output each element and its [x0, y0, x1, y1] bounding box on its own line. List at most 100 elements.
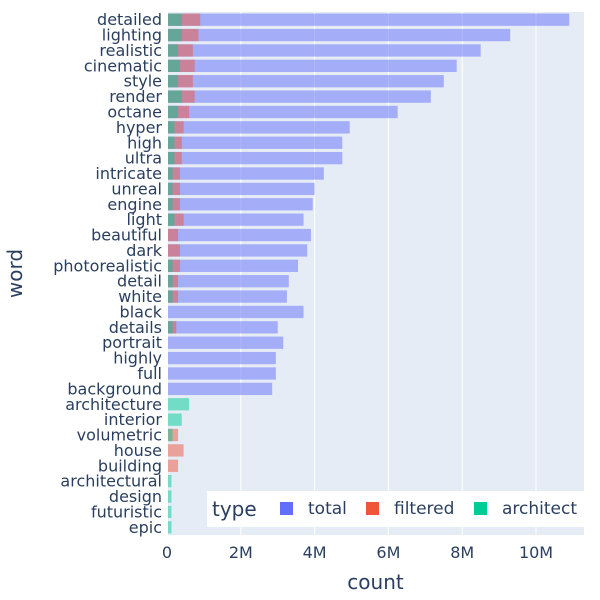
y-tick-label-house: house	[114, 441, 162, 460]
y-tick-label-lighting: lighting	[102, 26, 162, 45]
y-tick-label-light: light	[127, 210, 162, 229]
bar-architect-realistic	[167, 44, 179, 57]
y-tick-label-detail: detail	[117, 272, 162, 291]
legend-item-total[interactable]: total	[280, 499, 347, 519]
bar-architect-interior	[167, 413, 182, 426]
y-tick-label-photorealistic: photorealistic	[53, 256, 162, 275]
bar-architect-ultra	[167, 151, 175, 165]
bar-total-style	[167, 75, 444, 88]
bar-total-ultra	[167, 151, 343, 165]
bar-total-engine	[167, 198, 313, 211]
y-tick-label-realistic: realistic	[99, 41, 162, 60]
x-tick-label-6M: 6M	[376, 543, 400, 562]
y-tick-label-ultra: ultra	[125, 149, 162, 168]
y-tick-label-unreal: unreal	[111, 179, 162, 198]
y-tick-label-background: background	[67, 379, 162, 398]
x-tick-label-2M: 2M	[229, 543, 253, 562]
y-axis-title: word	[3, 249, 27, 298]
y-tick-label-volumetric: volumetric	[77, 426, 162, 445]
y-tick-label-octane: octane	[107, 102, 162, 121]
bar-total-realistic	[167, 44, 481, 57]
y-tick-label-epic: epic	[129, 518, 162, 537]
bar-architect-style	[167, 75, 179, 88]
bar-total-white	[167, 290, 287, 303]
y-tick-label-intricate: intricate	[95, 164, 162, 183]
y-tick-label-high: high	[127, 133, 162, 152]
y-tick-label-highly: highly	[113, 349, 162, 368]
bar-architect-unreal	[167, 182, 173, 196]
legend-swatch-total	[280, 502, 293, 515]
bar-architect-render	[167, 90, 182, 103]
bar-filtered-building	[167, 459, 179, 472]
legend-box	[207, 491, 585, 527]
y-tick-label-detailed: detailed	[97, 10, 162, 29]
bar-total-black	[167, 305, 304, 319]
series-architect	[167, 13, 190, 534]
y-tick-label-futuristic: futuristic	[91, 502, 162, 521]
bar-total-intricate	[167, 167, 324, 180]
bar-architect-intricate	[167, 167, 173, 180]
bar-architect-hyper	[167, 121, 175, 134]
bar-total-details	[167, 321, 278, 334]
bar-total-render	[167, 90, 431, 103]
bar-filtered-dark	[167, 244, 180, 257]
bar-architect-details	[167, 321, 173, 334]
bar-architect-lighting	[167, 28, 182, 42]
y-tick-label-white: white	[118, 287, 162, 306]
legend-item-filtered[interactable]: filtered	[366, 499, 454, 519]
y-tick-label-beautiful: beautiful	[91, 226, 162, 245]
bar-total-lighting	[167, 28, 511, 42]
legend-item-architect[interactable]: architect	[474, 499, 577, 519]
bar-total-high	[167, 136, 343, 149]
bar-architect-photorealistic	[167, 259, 173, 272]
bar-architect-architectural	[167, 475, 172, 488]
x-tick-labels: 0 2M 4M 6M 8M 10M	[162, 543, 553, 562]
x-tick-label-4M: 4M	[303, 543, 327, 562]
bar-total-detailed	[167, 13, 570, 26]
y-tick-label-full: full	[137, 364, 162, 383]
bar-total-background	[167, 382, 273, 396]
y-tick-label-building: building	[98, 456, 162, 475]
bar-total-unreal	[167, 182, 315, 196]
bar-architect-detailed	[167, 13, 182, 26]
legend-label-filtered: filtered	[394, 499, 454, 519]
bar-total-photorealistic	[167, 259, 299, 272]
legend-label-architect: architect	[502, 499, 577, 519]
bars	[167, 13, 570, 534]
bar-architect-light	[167, 213, 175, 226]
bar-architect-octane	[167, 105, 179, 119]
legend-label-total: total	[308, 499, 347, 519]
x-axis-title: count	[347, 570, 404, 594]
bar-architect-epic	[167, 521, 172, 534]
bar-architect-detail	[167, 275, 173, 288]
y-tick-label-black: black	[120, 302, 163, 321]
bar-total-cinematic	[167, 59, 457, 72]
bar-total-portrait	[167, 336, 284, 349]
series-total	[167, 13, 570, 396]
x-tick-label-10M: 10M	[519, 543, 553, 562]
bar-total-full	[167, 367, 276, 380]
bar-total-octane	[167, 105, 398, 119]
legend-swatch-filtered	[366, 502, 379, 515]
legend-swatch-architect	[474, 502, 487, 515]
bar-architect-high	[167, 136, 175, 149]
y-tick-label-architecture: architecture	[65, 395, 162, 414]
legend: type total filtered architect	[207, 491, 585, 527]
bar-filtered-house	[167, 444, 184, 457]
bar-architect-engine	[167, 198, 173, 211]
y-tick-label-interior: interior	[104, 410, 163, 429]
bar-total-light	[167, 213, 304, 226]
y-tick-label-dark: dark	[126, 241, 163, 260]
y-tick-label-details: details	[109, 318, 162, 337]
bar-architect-futuristic	[167, 505, 172, 519]
y-tick-labels: detailedlightingrealisticcinematicstyler…	[53, 10, 163, 537]
y-tick-label-design: design	[109, 487, 162, 506]
bar-architect-white	[167, 290, 173, 303]
y-tick-label-architectural: architectural	[60, 472, 162, 491]
bar-total-hyper	[167, 121, 350, 134]
y-tick-label-render: render	[109, 87, 162, 106]
y-tick-label-engine: engine	[107, 195, 162, 214]
y-tick-label-style: style	[124, 72, 162, 91]
y-tick-label-portrait: portrait	[102, 333, 162, 352]
